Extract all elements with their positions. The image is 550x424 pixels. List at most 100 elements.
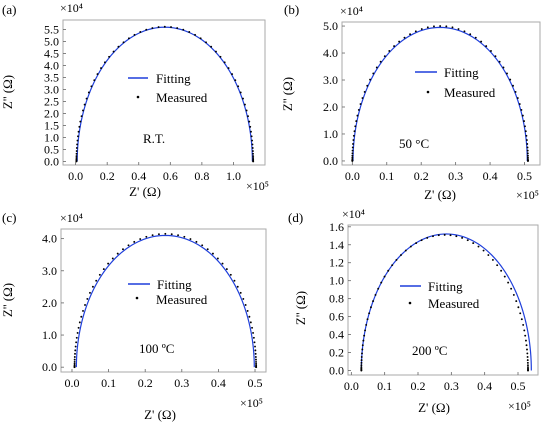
measured-point bbox=[210, 45, 213, 48]
measured-point bbox=[474, 36, 477, 39]
measured-point bbox=[205, 41, 207, 44]
measured-point bbox=[518, 103, 521, 106]
measured-point bbox=[239, 91, 242, 94]
x-tick-label: 0.3 bbox=[444, 379, 459, 393]
measured-point bbox=[251, 150, 254, 153]
measured-point bbox=[252, 157, 255, 159]
measured-point bbox=[252, 152, 254, 155]
y-tick-label: 1.0 bbox=[323, 127, 338, 141]
y-multiplier: ×10⁴ bbox=[60, 1, 83, 15]
measured-point bbox=[354, 125, 357, 128]
measured-point bbox=[201, 244, 204, 247]
x-multiplier: ×10⁵ bbox=[508, 399, 531, 413]
measured-point bbox=[127, 37, 130, 40]
fitting-curve bbox=[75, 234, 255, 368]
measured-point bbox=[420, 28, 423, 30]
y-tick-label: 1.2 bbox=[329, 256, 344, 270]
measured-point bbox=[487, 254, 490, 256]
measured-point bbox=[247, 115, 249, 118]
y-axis-title: Z'' (Ω) bbox=[0, 75, 15, 109]
y-tick-label: 0.0 bbox=[44, 154, 59, 168]
tick-layer: 0.0 0.2 0.4 0.6 0.8 1.00.00.51.01.52.02.53.03… bbox=[44, 23, 241, 183]
fitting-curve bbox=[352, 26, 528, 161]
x-axis-title: Z' (Ω) bbox=[144, 407, 176, 422]
condition-annotation: R.T. bbox=[143, 131, 165, 146]
plot-frame bbox=[62, 19, 266, 166]
measured-point bbox=[85, 97, 88, 100]
measured-point bbox=[449, 234, 452, 237]
measured-point bbox=[370, 306, 372, 309]
measured-point bbox=[225, 268, 228, 271]
measured-point bbox=[395, 258, 398, 261]
measured-point bbox=[73, 360, 76, 363]
measured-point bbox=[496, 264, 499, 267]
measured-point bbox=[451, 26, 454, 29]
series-layer bbox=[351, 25, 529, 162]
measured-point bbox=[404, 249, 407, 252]
x-axis-title: Z' (Ω) bbox=[129, 184, 161, 199]
measured-point bbox=[352, 134, 355, 137]
measured-point bbox=[145, 28, 148, 31]
measured-point bbox=[176, 27, 179, 29]
measured-point bbox=[227, 67, 230, 70]
x-tick-label: 0.2 bbox=[414, 169, 429, 183]
panel-label: (c) bbox=[2, 210, 16, 225]
measured-point bbox=[372, 72, 375, 75]
y-tick-label: 0.0 bbox=[329, 364, 344, 378]
measured-point bbox=[409, 33, 412, 36]
fitting-curve bbox=[360, 233, 532, 371]
y-axis-title: Z'' (Ω) bbox=[293, 291, 308, 325]
x-tick-label: 0.3 bbox=[448, 169, 463, 183]
y-tick-label: 0.5 bbox=[44, 142, 59, 156]
x-tick-label: 0.8 bbox=[194, 169, 209, 183]
measured-point bbox=[526, 364, 529, 367]
measured-point bbox=[351, 156, 354, 159]
x-tick-label: 0.0 bbox=[344, 379, 359, 393]
measured-point bbox=[363, 90, 366, 93]
measured-point bbox=[251, 146, 254, 149]
measured-point bbox=[426, 236, 429, 239]
measured-point bbox=[519, 312, 522, 315]
measured-point bbox=[461, 236, 464, 239]
measured-point bbox=[439, 25, 442, 27]
tick-layer: 0.0 0.1 0.2 0.3 0.4 0.5 0.0 1.0 2.0 3.0 4.0 bbox=[42, 232, 263, 390]
measured-point bbox=[361, 348, 364, 351]
measured-point bbox=[360, 356, 363, 358]
measured-point bbox=[254, 345, 256, 348]
x-tick-label: 0.0 bbox=[64, 376, 79, 390]
measured-point bbox=[414, 30, 417, 33]
measured-point bbox=[95, 279, 98, 282]
x-multiplier: ×10⁵ bbox=[240, 396, 263, 410]
measured-point bbox=[216, 257, 219, 260]
y-tick-label: 0.0 bbox=[42, 360, 57, 374]
measured-point bbox=[206, 248, 209, 251]
measured-point bbox=[80, 315, 83, 318]
legend-point-swatch bbox=[136, 95, 140, 99]
legend-label-measured: Measured bbox=[428, 296, 480, 311]
measured-point bbox=[108, 55, 111, 58]
measured-point bbox=[521, 114, 524, 117]
legend-label-fitting: Fitting bbox=[156, 71, 191, 86]
measured-point bbox=[246, 309, 249, 312]
series-layer bbox=[360, 233, 532, 372]
x-tick-label: 0.2 bbox=[100, 169, 115, 183]
measured-point bbox=[163, 25, 166, 28]
measured-point bbox=[75, 158, 78, 161]
legend-point-swatch bbox=[408, 301, 412, 305]
legend-label-fitting: Fitting bbox=[428, 279, 463, 294]
measured-point bbox=[73, 362, 76, 365]
measured-point bbox=[526, 143, 529, 145]
condition-annotation: 200 ºC bbox=[412, 343, 447, 358]
measured-point bbox=[520, 318, 523, 321]
measured-point bbox=[366, 318, 369, 321]
measured-point bbox=[145, 235, 148, 238]
measured-point bbox=[91, 285, 94, 288]
measured-point bbox=[351, 154, 354, 157]
measured-point bbox=[84, 304, 86, 306]
measured-point bbox=[477, 245, 480, 248]
x-axis-title: Z' (Ω) bbox=[418, 400, 450, 415]
measured-point bbox=[107, 262, 110, 265]
measured-point bbox=[112, 50, 115, 53]
measured-point bbox=[89, 291, 91, 294]
measured-point bbox=[164, 232, 167, 235]
